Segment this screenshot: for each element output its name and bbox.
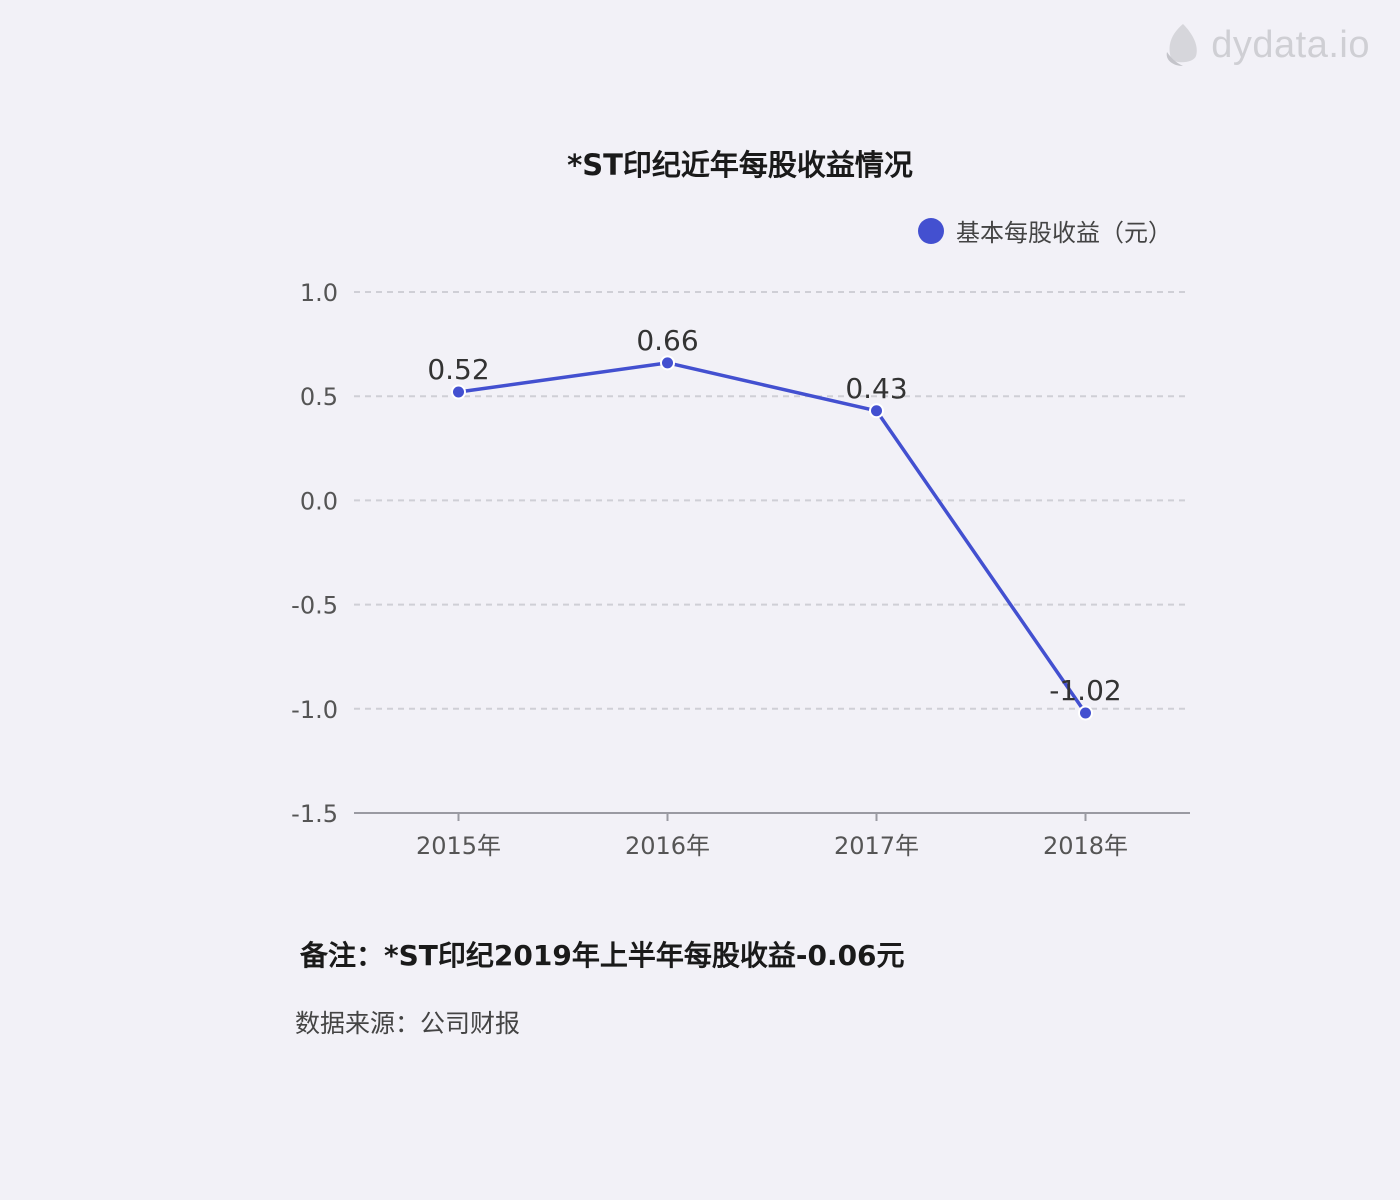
x-tick-label: 2018年 (1043, 832, 1128, 860)
chart-title: *ST印纪近年每股收益情况 (567, 148, 913, 182)
data-point (869, 403, 884, 419)
data-label: 0.66 (636, 324, 698, 357)
data-label: 0.52 (427, 353, 489, 386)
grid-layer (354, 291, 1190, 710)
x-tick-label: 2016年 (625, 832, 710, 860)
y-tick-label: -1.0 (291, 696, 338, 724)
legend: 基本每股收益（元） (918, 213, 1172, 248)
leaf-icon (1166, 24, 1198, 66)
data-point (1078, 705, 1093, 721)
x-tick-label: 2017年 (834, 832, 919, 860)
brand-name: dydata.io (1211, 23, 1370, 66)
footnote: 备注：*ST印纪2019年上半年每股收益-0.06元 (300, 939, 905, 972)
y-tick-label: 1.0 (300, 279, 338, 307)
label-layer: 0.52 0.66 0.43 -1.02 (427, 324, 1121, 707)
data-label: 0.43 (845, 372, 907, 405)
y-tick-label: -1.5 (291, 800, 338, 828)
series-layer (451, 355, 1093, 721)
series-line (458, 361, 1087, 714)
y-tick-label: 0.5 (300, 383, 338, 411)
brand: dydata.io (1163, 22, 1370, 68)
y-tick-label: -0.5 (291, 592, 338, 620)
data-point (660, 355, 675, 371)
x-tick-label: 2015年 (416, 832, 501, 860)
y-tick-label: 0.0 (300, 487, 338, 515)
data-source: 数据来源：公司财报 (295, 1009, 521, 1038)
axis-layer: 1.0 0.5 0.0 -0.5 -1.0 -1.5 2015年 2016年 2017年 2018… (291, 279, 1190, 860)
data-label: -1.02 (1049, 674, 1121, 707)
legend-label: 基本每股收益（元） (956, 219, 1172, 247)
data-point (451, 384, 466, 400)
legend-marker (918, 217, 944, 244)
